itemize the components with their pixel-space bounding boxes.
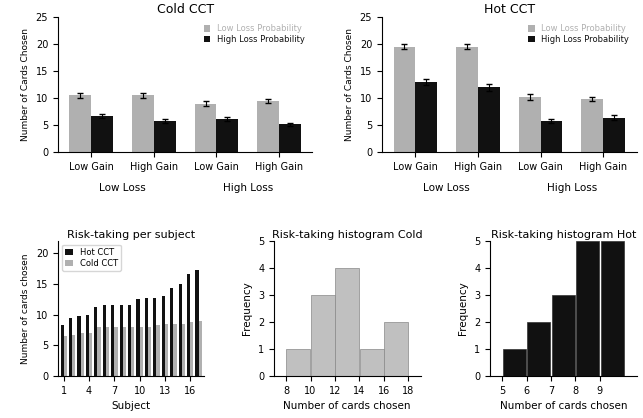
Bar (64, 336, 67, 376)
X-axis label: Number of cards chosen: Number of cards chosen (500, 401, 627, 411)
Y-axis label: Number of Cards Chosen: Number of Cards Chosen (21, 28, 30, 141)
Bar (131, 327, 134, 376)
X-axis label: Subject: Subject (112, 401, 150, 411)
Bar (415, 82, 437, 153)
Bar (257, 101, 279, 153)
Bar (156, 325, 159, 376)
Bar (359, 349, 384, 376)
Y-axis label: Frequency: Frequency (242, 281, 253, 335)
Title: Risk-taking histogram Cold: Risk-taking histogram Cold (272, 230, 422, 240)
Bar (103, 305, 106, 376)
Legend: Low Loss Probability, High Loss Probability: Low Loss Probability, High Loss Probabil… (201, 21, 309, 47)
Bar (541, 121, 563, 153)
Bar (519, 97, 541, 153)
Bar (195, 104, 217, 153)
Bar (69, 95, 91, 153)
Bar (217, 119, 239, 153)
Legend: Hot CCT, Cold CCT: Hot CCT, Cold CCT (62, 245, 121, 271)
Title: Risk-taking histogram Hot: Risk-taking histogram Hot (491, 230, 636, 240)
Bar (111, 305, 114, 376)
Bar (279, 124, 301, 153)
Bar (603, 117, 625, 153)
Legend: Low Loss Probability, High Loss Probability: Low Loss Probability, High Loss Probabil… (525, 21, 633, 47)
Bar (174, 324, 176, 376)
Bar (145, 298, 148, 376)
Bar (311, 295, 335, 376)
Text: Low Loss: Low Loss (99, 183, 146, 193)
Bar (335, 268, 359, 376)
Bar (601, 240, 624, 376)
Y-axis label: Frequency: Frequency (458, 281, 469, 335)
Bar (478, 87, 500, 153)
Bar (170, 288, 174, 376)
Text: High Loss: High Loss (222, 183, 273, 193)
X-axis label: Number of cards chosen: Number of cards chosen (284, 401, 411, 411)
Bar (140, 327, 143, 376)
Bar (98, 327, 101, 376)
Bar (154, 121, 176, 153)
Bar (136, 299, 140, 376)
Title: Risk-taking per subject: Risk-taking per subject (67, 230, 195, 240)
Bar (69, 318, 72, 376)
Bar (86, 314, 89, 376)
Bar (153, 298, 156, 376)
Bar (182, 324, 185, 376)
Text: High Loss: High Loss (547, 183, 597, 193)
Bar (80, 333, 84, 376)
Bar (394, 46, 415, 153)
Bar (190, 322, 194, 376)
Bar (60, 325, 64, 376)
Bar (161, 296, 165, 376)
Bar (527, 322, 550, 376)
Bar (89, 333, 92, 376)
Y-axis label: Number of Cards Chosen: Number of Cards Chosen (345, 28, 354, 141)
Bar (503, 349, 526, 376)
Bar (120, 305, 123, 376)
Bar (187, 275, 190, 376)
Bar (132, 95, 154, 153)
Bar (581, 99, 603, 153)
Bar (95, 307, 98, 376)
Title: Hot CCT: Hot CCT (484, 3, 535, 15)
Bar (72, 334, 75, 376)
Bar (179, 284, 182, 376)
Bar (114, 327, 118, 376)
Bar (148, 327, 151, 376)
Bar (286, 349, 311, 376)
Bar (552, 295, 575, 376)
Bar (77, 316, 80, 376)
Text: Low Loss: Low Loss (423, 183, 470, 193)
Bar (195, 270, 199, 376)
Title: Cold CCT: Cold CCT (157, 3, 213, 15)
Bar (576, 240, 599, 376)
Bar (199, 321, 202, 376)
Bar (123, 327, 126, 376)
Bar (165, 324, 168, 376)
Bar (456, 46, 478, 153)
Bar (106, 327, 109, 376)
Y-axis label: Number of cards chosen: Number of cards chosen (21, 253, 30, 364)
Bar (91, 116, 113, 153)
Bar (128, 305, 131, 376)
Bar (384, 322, 408, 376)
